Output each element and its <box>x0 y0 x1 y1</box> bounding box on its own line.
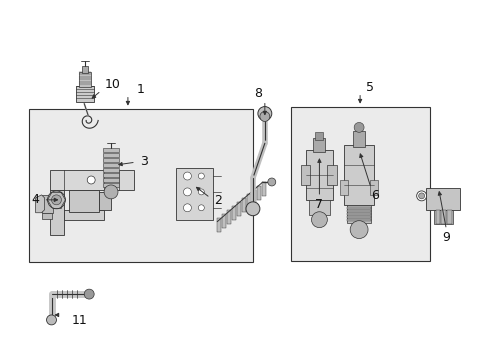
Text: 2: 2 <box>214 194 222 207</box>
Circle shape <box>46 315 56 325</box>
Bar <box>64 210 104 220</box>
Text: 6: 6 <box>370 189 378 202</box>
Text: 4: 4 <box>32 193 40 206</box>
Bar <box>346 210 370 212</box>
Bar <box>29 109 252 262</box>
Bar <box>226 210 231 224</box>
Bar <box>242 198 245 212</box>
Bar <box>346 216 370 218</box>
Circle shape <box>245 202 259 216</box>
Bar <box>82 66 88 73</box>
Bar <box>300 165 310 185</box>
Bar <box>425 188 459 210</box>
Circle shape <box>104 185 118 199</box>
Bar <box>246 194 250 208</box>
Text: 5: 5 <box>366 81 373 94</box>
Bar <box>232 206 236 220</box>
Text: 8: 8 <box>253 87 262 100</box>
Bar <box>103 183 119 187</box>
Bar <box>222 214 225 228</box>
Bar <box>433 210 452 224</box>
Bar <box>340 180 347 195</box>
Bar <box>352 131 365 147</box>
Bar <box>346 213 370 215</box>
Bar <box>308 200 330 215</box>
Circle shape <box>349 221 367 239</box>
Circle shape <box>418 193 424 199</box>
Circle shape <box>198 189 204 195</box>
Bar <box>103 173 119 177</box>
Circle shape <box>183 172 191 180</box>
Bar <box>79 72 91 87</box>
Bar <box>175 168 213 220</box>
Bar <box>237 202 241 216</box>
Bar <box>217 218 221 231</box>
Circle shape <box>311 212 326 228</box>
Bar <box>262 182 265 196</box>
Bar <box>49 170 134 190</box>
Bar <box>103 158 119 162</box>
Bar <box>76 86 94 102</box>
Circle shape <box>84 289 94 299</box>
Circle shape <box>257 107 271 121</box>
Bar <box>99 192 111 210</box>
Bar <box>103 163 119 167</box>
Bar <box>251 190 255 204</box>
Circle shape <box>51 195 61 205</box>
Bar <box>346 207 370 209</box>
Bar <box>49 190 64 235</box>
Bar <box>103 153 119 157</box>
Bar <box>447 210 451 224</box>
Circle shape <box>183 204 191 212</box>
Circle shape <box>267 178 275 186</box>
Bar <box>290 107 428 261</box>
Bar <box>103 178 119 182</box>
Bar <box>346 219 370 221</box>
Text: 3: 3 <box>140 155 147 168</box>
Bar <box>435 210 440 224</box>
Bar <box>103 148 119 152</box>
Circle shape <box>198 205 204 211</box>
Bar <box>41 195 53 213</box>
Text: 11: 11 <box>71 314 87 327</box>
Circle shape <box>353 122 364 132</box>
Circle shape <box>47 191 65 209</box>
Bar <box>344 145 373 205</box>
Bar <box>369 180 377 195</box>
Circle shape <box>198 173 204 179</box>
Bar <box>41 213 51 219</box>
Text: 9: 9 <box>442 231 449 244</box>
Text: 10: 10 <box>105 78 121 91</box>
Bar <box>256 186 260 200</box>
Bar <box>103 168 119 172</box>
Circle shape <box>259 112 269 121</box>
Circle shape <box>87 176 95 184</box>
Circle shape <box>183 188 191 196</box>
Bar <box>313 138 325 152</box>
Polygon shape <box>36 195 44 213</box>
Bar <box>69 190 99 212</box>
Bar <box>441 210 446 224</box>
Circle shape <box>416 191 426 201</box>
Bar <box>315 132 323 140</box>
Bar <box>305 150 333 200</box>
Bar <box>346 205 370 223</box>
Bar <box>326 165 337 185</box>
Text: 7: 7 <box>315 198 323 211</box>
Text: 1: 1 <box>137 83 144 96</box>
